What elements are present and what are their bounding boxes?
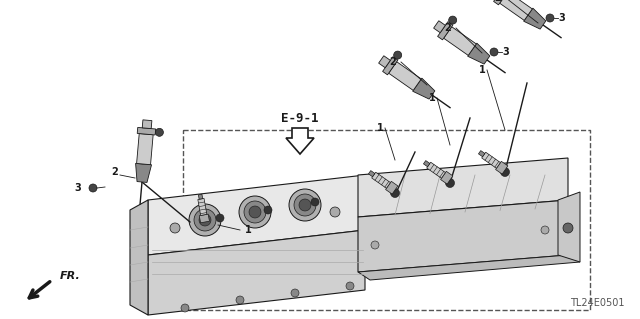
Polygon shape: [434, 21, 445, 33]
Polygon shape: [148, 230, 365, 315]
Circle shape: [294, 194, 316, 216]
Circle shape: [291, 289, 299, 297]
Text: 2: 2: [495, 0, 501, 3]
Polygon shape: [413, 78, 435, 99]
Text: 3: 3: [559, 13, 565, 23]
Circle shape: [490, 48, 498, 56]
Circle shape: [216, 214, 224, 222]
Text: 1: 1: [479, 65, 485, 75]
Text: 3: 3: [75, 183, 81, 193]
Text: TL24E0501: TL24E0501: [570, 298, 625, 308]
Polygon shape: [198, 194, 203, 199]
Polygon shape: [424, 160, 430, 167]
Polygon shape: [444, 27, 476, 56]
Polygon shape: [493, 0, 509, 5]
Circle shape: [244, 201, 266, 223]
Polygon shape: [379, 56, 390, 68]
Polygon shape: [500, 0, 532, 20]
Circle shape: [289, 189, 321, 221]
Circle shape: [546, 14, 554, 22]
Text: 3: 3: [502, 47, 509, 57]
Polygon shape: [388, 62, 421, 90]
Text: FR.: FR.: [60, 271, 81, 281]
Text: E-9-1: E-9-1: [281, 112, 319, 124]
Circle shape: [89, 184, 97, 192]
Text: 1: 1: [429, 93, 435, 103]
Text: 2: 2: [111, 167, 118, 177]
Polygon shape: [137, 127, 156, 135]
Polygon shape: [468, 43, 490, 64]
Circle shape: [239, 196, 271, 228]
Circle shape: [330, 207, 340, 217]
Polygon shape: [199, 214, 209, 223]
Text: 2: 2: [445, 23, 451, 33]
Polygon shape: [136, 134, 153, 165]
Polygon shape: [198, 198, 207, 215]
Circle shape: [264, 206, 272, 214]
Polygon shape: [358, 255, 580, 280]
Circle shape: [563, 223, 573, 233]
Circle shape: [181, 304, 189, 312]
Circle shape: [311, 198, 319, 206]
Polygon shape: [372, 172, 390, 188]
Circle shape: [541, 226, 549, 234]
Text: 1: 1: [244, 225, 252, 235]
Circle shape: [170, 223, 180, 233]
Circle shape: [394, 51, 402, 59]
Polygon shape: [148, 175, 365, 255]
Circle shape: [189, 204, 221, 236]
Polygon shape: [358, 200, 568, 272]
Circle shape: [390, 189, 399, 197]
Polygon shape: [438, 22, 453, 40]
Circle shape: [299, 199, 311, 211]
Circle shape: [371, 241, 379, 249]
Polygon shape: [369, 171, 375, 177]
Circle shape: [445, 179, 454, 188]
Polygon shape: [383, 57, 398, 75]
Circle shape: [449, 16, 457, 24]
Polygon shape: [130, 200, 148, 315]
Polygon shape: [427, 162, 445, 178]
Circle shape: [346, 282, 354, 290]
Text: 1: 1: [376, 123, 383, 133]
Polygon shape: [479, 151, 485, 157]
Polygon shape: [482, 152, 500, 168]
Polygon shape: [495, 161, 508, 174]
Circle shape: [500, 167, 509, 176]
Text: 2: 2: [390, 57, 396, 67]
Circle shape: [236, 296, 244, 304]
Polygon shape: [524, 8, 546, 29]
Polygon shape: [558, 192, 580, 262]
Circle shape: [194, 209, 216, 231]
Polygon shape: [136, 163, 152, 182]
Polygon shape: [358, 158, 568, 217]
Polygon shape: [440, 171, 453, 184]
Polygon shape: [286, 128, 314, 154]
Polygon shape: [142, 120, 152, 129]
Polygon shape: [385, 181, 398, 194]
Circle shape: [156, 128, 163, 136]
Circle shape: [199, 214, 211, 226]
Circle shape: [249, 206, 261, 218]
